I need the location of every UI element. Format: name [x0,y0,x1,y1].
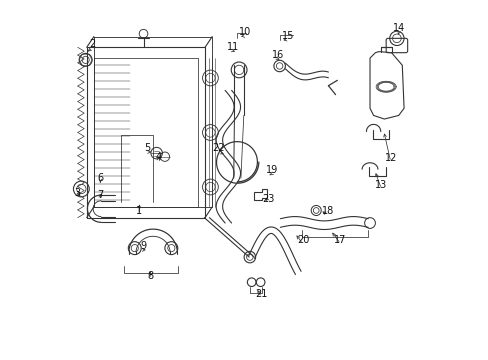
Text: 7: 7 [97,190,103,200]
Text: 11: 11 [226,42,239,52]
Text: 3: 3 [74,188,80,198]
Text: 2: 2 [89,39,96,49]
Text: 16: 16 [271,50,284,60]
Text: 9: 9 [140,241,146,251]
Text: 10: 10 [239,27,251,37]
Text: 23: 23 [262,194,275,204]
Text: 1: 1 [136,206,142,216]
Text: 6: 6 [97,173,103,183]
Text: 12: 12 [384,153,396,163]
Text: 4: 4 [155,152,161,162]
Text: 18: 18 [321,206,333,216]
Text: 5: 5 [143,143,150,153]
Text: 8: 8 [147,271,153,281]
Text: 15: 15 [282,31,294,41]
Text: 14: 14 [392,23,405,33]
Text: 19: 19 [266,165,278,175]
Text: 17: 17 [334,235,346,245]
Text: 20: 20 [296,235,308,245]
Text: 22: 22 [212,143,224,153]
Text: 21: 21 [255,289,267,299]
Text: 13: 13 [375,180,387,190]
